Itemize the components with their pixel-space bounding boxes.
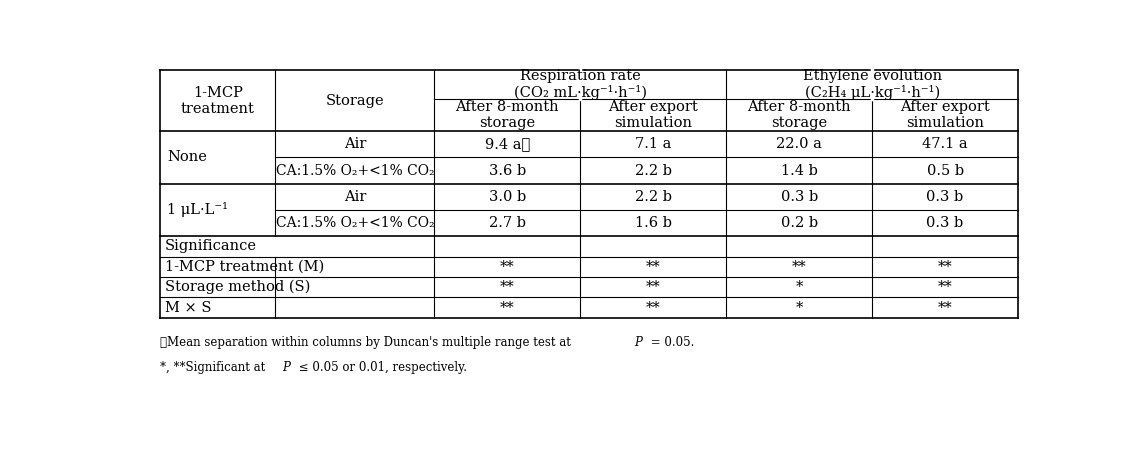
- Text: 0.3 b: 0.3 b: [780, 190, 818, 204]
- Text: CA:1.5% O₂+<1% CO₂: CA:1.5% O₂+<1% CO₂: [275, 216, 435, 230]
- Text: **: **: [938, 260, 953, 274]
- Text: 2.2 b: 2.2 b: [634, 190, 672, 204]
- Text: **: **: [938, 280, 953, 294]
- Text: 47.1 a: 47.1 a: [922, 137, 968, 151]
- Text: Storage: Storage: [325, 94, 385, 108]
- Text: 0.5 b: 0.5 b: [926, 164, 964, 178]
- Text: P: P: [634, 336, 642, 349]
- Text: 9.4 aᶆ: 9.4 aᶆ: [485, 137, 531, 151]
- Text: **: **: [500, 301, 515, 315]
- Text: 1.6 b: 1.6 b: [634, 216, 672, 230]
- Text: 2.2 b: 2.2 b: [634, 164, 672, 178]
- Text: 7.1 a: 7.1 a: [636, 137, 672, 151]
- Text: = 0.05.: = 0.05.: [647, 336, 694, 349]
- Text: P: P: [282, 361, 290, 374]
- Text: After 8-month
storage: After 8-month storage: [455, 100, 559, 130]
- Text: Respiration rate
(CO₂ mL·kg⁻¹·h⁻¹): Respiration rate (CO₂ mL·kg⁻¹·h⁻¹): [513, 69, 647, 100]
- Text: None: None: [168, 151, 208, 164]
- Text: **: **: [646, 260, 661, 274]
- Text: Significance: Significance: [164, 239, 257, 254]
- Text: **: **: [500, 280, 515, 294]
- Text: *, **Significant at: *, **Significant at: [160, 361, 269, 374]
- Text: CA:1.5% O₂+<1% CO₂: CA:1.5% O₂+<1% CO₂: [275, 164, 435, 178]
- Text: **: **: [792, 260, 807, 274]
- Text: After 8-month
storage: After 8-month storage: [747, 100, 851, 130]
- Text: Air: Air: [343, 190, 366, 204]
- Text: Storage method (S): Storage method (S): [164, 280, 310, 295]
- Text: 3.0 b: 3.0 b: [488, 190, 526, 204]
- Text: *: *: [795, 301, 803, 315]
- Text: 2.7 b: 2.7 b: [488, 216, 526, 230]
- Text: 0.2 b: 0.2 b: [780, 216, 818, 230]
- Text: ᶆMean separation within columns by Duncan's multiple range test at: ᶆMean separation within columns by Dunca…: [160, 336, 575, 349]
- Text: *: *: [795, 280, 803, 294]
- Text: 1.4 b: 1.4 b: [780, 164, 818, 178]
- Text: **: **: [646, 280, 661, 294]
- Text: **: **: [938, 301, 953, 315]
- Text: 22.0 a: 22.0 a: [776, 137, 823, 151]
- Text: **: **: [500, 260, 515, 274]
- Text: 0.3 b: 0.3 b: [926, 190, 964, 204]
- Text: 1-MCP
treatment: 1-MCP treatment: [181, 86, 254, 116]
- Text: After export
simulation: After export simulation: [608, 100, 698, 130]
- Text: Air: Air: [343, 137, 366, 151]
- Text: Ethylene evolution
(C₂H₄ μL·kg⁻¹·h⁻¹): Ethylene evolution (C₂H₄ μL·kg⁻¹·h⁻¹): [802, 69, 941, 100]
- Text: 1 μL·L⁻¹: 1 μL·L⁻¹: [168, 202, 228, 217]
- Text: 3.6 b: 3.6 b: [488, 164, 526, 178]
- Text: M × S: M × S: [164, 301, 211, 315]
- Text: After export
simulation: After export simulation: [900, 100, 990, 130]
- Text: 0.3 b: 0.3 b: [926, 216, 964, 230]
- Text: ≤ 0.05 or 0.01, respectively.: ≤ 0.05 or 0.01, respectively.: [294, 361, 467, 374]
- Text: **: **: [646, 301, 661, 315]
- Text: 1-MCP treatment (M): 1-MCP treatment (M): [164, 260, 324, 274]
